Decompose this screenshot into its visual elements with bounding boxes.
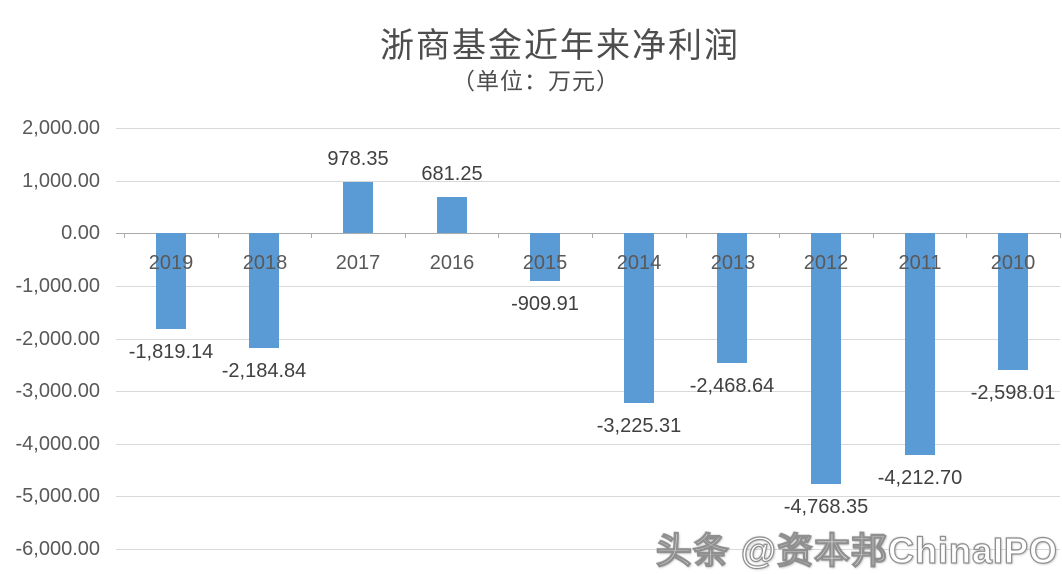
axis-tick bbox=[1060, 233, 1061, 238]
data-label: -2,468.64 bbox=[689, 375, 775, 397]
axis-tick bbox=[686, 233, 687, 238]
gridline bbox=[116, 181, 1060, 182]
bar-2018 bbox=[249, 233, 279, 348]
y-axis-tick-label: -3,000.00 bbox=[15, 380, 100, 402]
category-label: 2014 bbox=[616, 252, 662, 274]
bar-2015 bbox=[530, 233, 560, 281]
y-axis-tick-label: 0.00 bbox=[61, 222, 100, 244]
category-label: 2018 bbox=[242, 252, 288, 274]
gridline bbox=[116, 496, 1060, 497]
axis-tick bbox=[592, 233, 593, 238]
axis-tick bbox=[966, 233, 967, 238]
category-label: 2012 bbox=[803, 252, 849, 274]
bar-2014 bbox=[624, 233, 654, 403]
watermark: 头条 @资本邦ChinaIPO bbox=[655, 529, 1058, 571]
chart-subtitle: （单位：万元） bbox=[452, 69, 620, 94]
bar-2011 bbox=[905, 233, 935, 455]
data-label: -1,819.14 bbox=[128, 341, 214, 363]
data-label: 681.25 bbox=[421, 163, 483, 185]
bar-2012 bbox=[811, 233, 841, 484]
data-label: -4,212.70 bbox=[877, 467, 963, 489]
data-label: 978.35 bbox=[327, 148, 389, 170]
category-label: 2015 bbox=[522, 252, 568, 274]
axis-tick bbox=[124, 233, 125, 238]
y-axis-tick-label: -4,000.00 bbox=[15, 433, 100, 455]
category-label: 2011 bbox=[898, 252, 942, 274]
gridline bbox=[116, 286, 1060, 287]
y-axis-tick-label: -2,000.00 bbox=[15, 328, 100, 350]
axis-tick bbox=[498, 233, 499, 238]
bar-2019 bbox=[156, 233, 186, 329]
chart-title: 浙商基金近年来净利润 bbox=[380, 28, 740, 65]
bar-2016 bbox=[437, 197, 467, 233]
data-label: -2,184.84 bbox=[221, 360, 307, 382]
data-label: -4,768.35 bbox=[783, 496, 869, 518]
category-label: 2010 bbox=[990, 252, 1036, 274]
gridline bbox=[116, 444, 1060, 445]
bar-2010 bbox=[998, 233, 1028, 370]
y-axis-tick-label: -6,000.00 bbox=[15, 538, 100, 560]
category-label: 2016 bbox=[429, 252, 475, 274]
category-label: 2017 bbox=[335, 252, 381, 274]
category-label: 2019 bbox=[148, 252, 194, 274]
gridline bbox=[116, 128, 1060, 129]
axis-tick bbox=[779, 233, 780, 238]
y-axis-tick-label: -1,000.00 bbox=[15, 275, 100, 297]
data-label: -3,225.31 bbox=[596, 415, 682, 437]
data-label: -2,598.01 bbox=[970, 382, 1056, 404]
x-axis-line bbox=[116, 233, 1060, 234]
axis-tick bbox=[873, 233, 874, 238]
y-axis-tick-label: 1,000.00 bbox=[22, 170, 100, 192]
gridline bbox=[116, 549, 1060, 550]
bar-2013 bbox=[717, 233, 747, 363]
gridline bbox=[116, 391, 1060, 392]
y-axis-tick-label: 2,000.00 bbox=[22, 117, 100, 139]
data-label: -909.91 bbox=[511, 293, 579, 315]
axis-tick bbox=[311, 233, 312, 238]
axis-tick bbox=[218, 233, 219, 238]
y-axis-tick-label: -5,000.00 bbox=[15, 485, 100, 507]
bar-2017 bbox=[343, 182, 373, 233]
category-label: 2013 bbox=[710, 252, 756, 274]
axis-tick bbox=[405, 233, 406, 238]
gridline bbox=[116, 339, 1060, 340]
